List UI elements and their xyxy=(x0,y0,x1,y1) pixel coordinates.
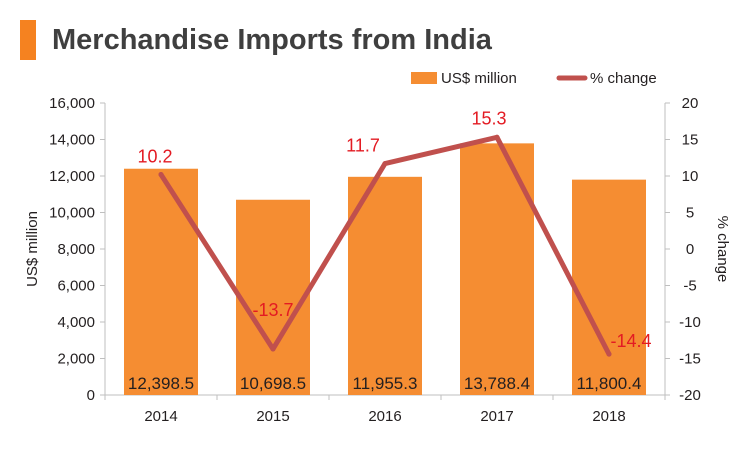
y-tick-label: 2,000 xyxy=(57,351,95,368)
y2-axis-title: % change xyxy=(714,216,731,283)
legend-label-line: % change xyxy=(590,70,657,87)
y-tick-label: 16,000 xyxy=(49,95,95,112)
y-tick-label: 10,000 xyxy=(49,205,95,222)
y2-tick-label: 5 xyxy=(686,205,694,222)
line-value-label: 11.7 xyxy=(346,136,380,156)
legend-swatch-bar xyxy=(411,72,437,84)
x-tick-label: 2015 xyxy=(256,408,289,425)
line-value-label: 15.3 xyxy=(471,108,506,128)
y-tick-label: 8,000 xyxy=(57,241,95,258)
x-tick-label: 2018 xyxy=(592,408,625,425)
x-tick-label: 2017 xyxy=(480,408,513,425)
bar xyxy=(572,179,646,395)
line-point xyxy=(494,134,500,140)
y-tick-label: 4,000 xyxy=(57,314,95,331)
bar-value-label: 10,698.5 xyxy=(240,374,306,393)
line-value-label: 10.2 xyxy=(137,147,172,167)
line-point xyxy=(270,346,276,352)
y2-tick-label: 15 xyxy=(682,132,699,149)
y-tick-label: 14,000 xyxy=(49,132,95,149)
y2-tick-label: 0 xyxy=(686,241,694,258)
y2-tick-label: -5 xyxy=(683,278,696,295)
bar-value-label: 11,955.3 xyxy=(353,374,418,393)
bar xyxy=(124,168,198,395)
y2-tick-label: 10 xyxy=(682,168,699,185)
y2-tick-label: -20 xyxy=(679,387,701,404)
line-value-label: -13.7 xyxy=(252,300,293,320)
line-point xyxy=(158,172,164,178)
y2-tick-label: -10 xyxy=(679,314,701,331)
y-tick-label: 0 xyxy=(87,387,95,404)
bar xyxy=(460,143,534,395)
line-value-label: -14.4 xyxy=(610,331,651,351)
y-axis-title: US$ million xyxy=(24,211,41,287)
bar-value-label: 12,398.5 xyxy=(128,374,194,393)
x-tick-label: 2014 xyxy=(144,408,177,425)
title-accent-bar xyxy=(20,20,36,60)
x-tick-label: 2016 xyxy=(368,408,401,425)
bar-value-label: 13,788.4 xyxy=(464,374,530,393)
line-point xyxy=(382,161,388,167)
y2-tick-label: -15 xyxy=(679,351,701,368)
chart-title: Merchandise Imports from India xyxy=(52,24,492,56)
line-point xyxy=(606,351,612,357)
legend-label-bar: US$ million xyxy=(441,70,517,87)
bar-value-label: 11,800.4 xyxy=(577,374,642,393)
y2-tick-label: 20 xyxy=(682,95,699,112)
y-tick-label: 12,000 xyxy=(49,168,95,185)
bar xyxy=(348,176,422,395)
y-tick-label: 6,000 xyxy=(57,278,95,295)
bar xyxy=(236,199,310,395)
